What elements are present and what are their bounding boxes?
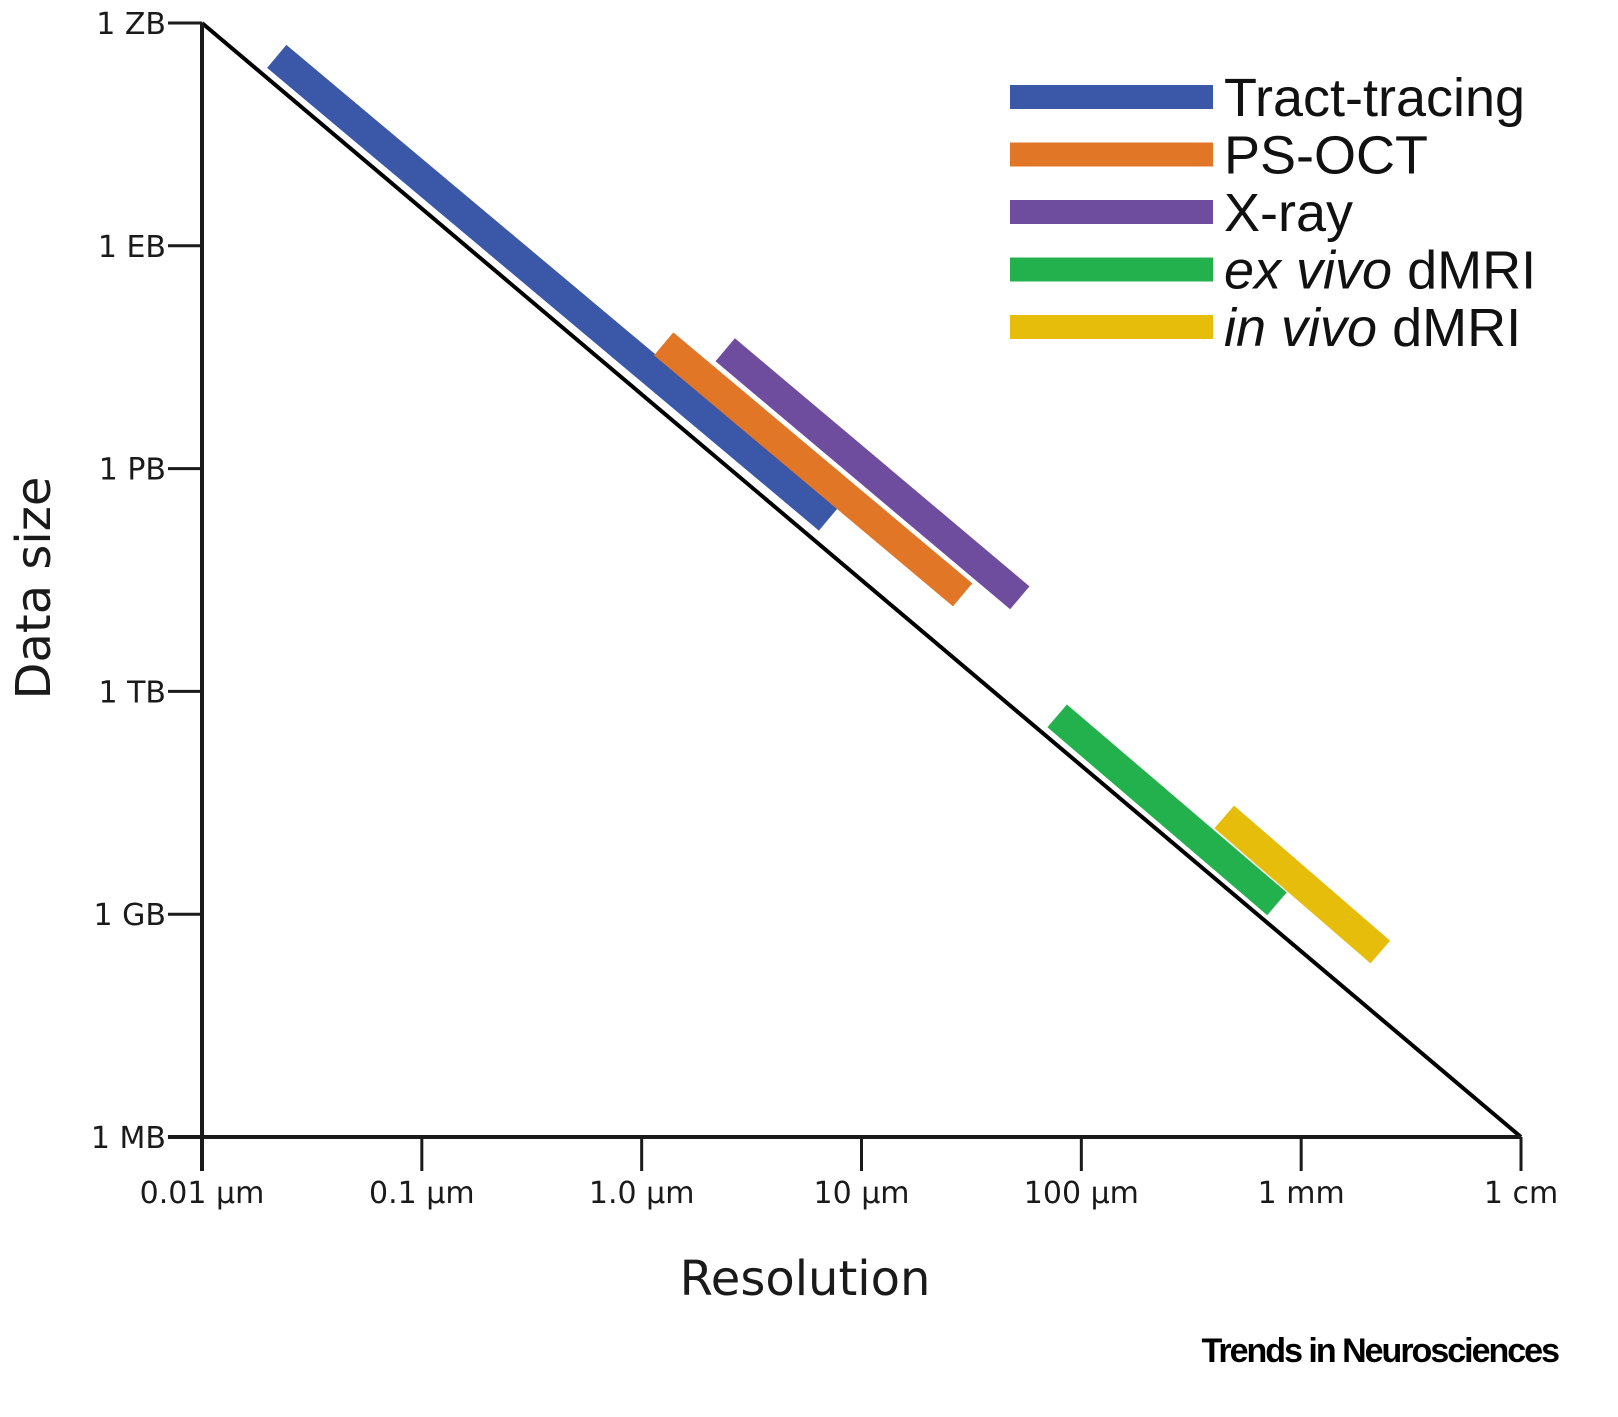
journal-credit: Trends in Neurosciences [1202, 1332, 1560, 1370]
y-tick-label: 1 MB [91, 1121, 166, 1156]
legend-swatch [1010, 142, 1213, 167]
legend-swatch [1010, 200, 1213, 224]
x-tick-label: 1 cm [1484, 1176, 1558, 1211]
x-tick-label: 1.0 µm [589, 1176, 695, 1211]
y-tick-label: 1 TB [98, 675, 166, 710]
legend-swatch [1010, 85, 1213, 109]
x-axis-title: Resolution [680, 1251, 931, 1307]
legend-label: ex vivo dMRI [1224, 241, 1536, 301]
series-band-tract-tracing [267, 44, 839, 531]
y-tick-label: 1 PB [99, 453, 166, 488]
series-band-ps-oct [654, 332, 973, 607]
y-tick-label: 1 ZB [96, 7, 166, 42]
legend-label-plain: Tract-tracing [1224, 68, 1525, 128]
y-tick-label: 1 EB [98, 230, 166, 265]
x-tick-label: 10 µm [813, 1176, 909, 1211]
reference-diagonal-line [200, 21, 1523, 1139]
y-tick-label: 1 GB [94, 898, 166, 933]
legend-label-italic: ex vivo [1224, 241, 1392, 301]
legend-swatch [1010, 315, 1213, 339]
legend-label-plain: PS-OCT [1224, 126, 1428, 186]
series-band-in-vivo-dmri [1214, 805, 1391, 964]
legend-label: in vivo dMRI [1224, 298, 1521, 358]
series-band-x-ray [715, 338, 1030, 610]
data-bands [267, 44, 1391, 964]
legend-label: PS-OCT [1224, 126, 1428, 186]
legend-label-plain: dMRI [1392, 241, 1536, 301]
x-tick-label: 0.01 µm [140, 1176, 265, 1211]
x-tick-label: 1 mm [1258, 1176, 1345, 1211]
y-axis-title: Data size [6, 477, 62, 700]
legend-swatch [1010, 257, 1213, 282]
legend-label-plain: dMRI [1377, 298, 1521, 358]
legend-label-plain: X-ray [1224, 183, 1353, 243]
x-tick-label: 100 µm [1024, 1176, 1139, 1211]
x-ticks: 0.01 µm 0.1 µm 1.0 µm 10 µm 100 µm 1 mm 1 cm [140, 1137, 1558, 1211]
legend-label: Tract-tracing [1224, 68, 1525, 128]
x-tick-label: 0.1 µm [369, 1176, 475, 1211]
y-ticks: 1 MB 1 GB 1 TB 1 PB 1 EB 1 ZB [91, 7, 202, 1156]
legend-label-italic: in vivo [1224, 298, 1377, 358]
series-band-ex-vivo-dmri [1047, 704, 1287, 916]
legend-label: X-ray [1224, 183, 1353, 243]
